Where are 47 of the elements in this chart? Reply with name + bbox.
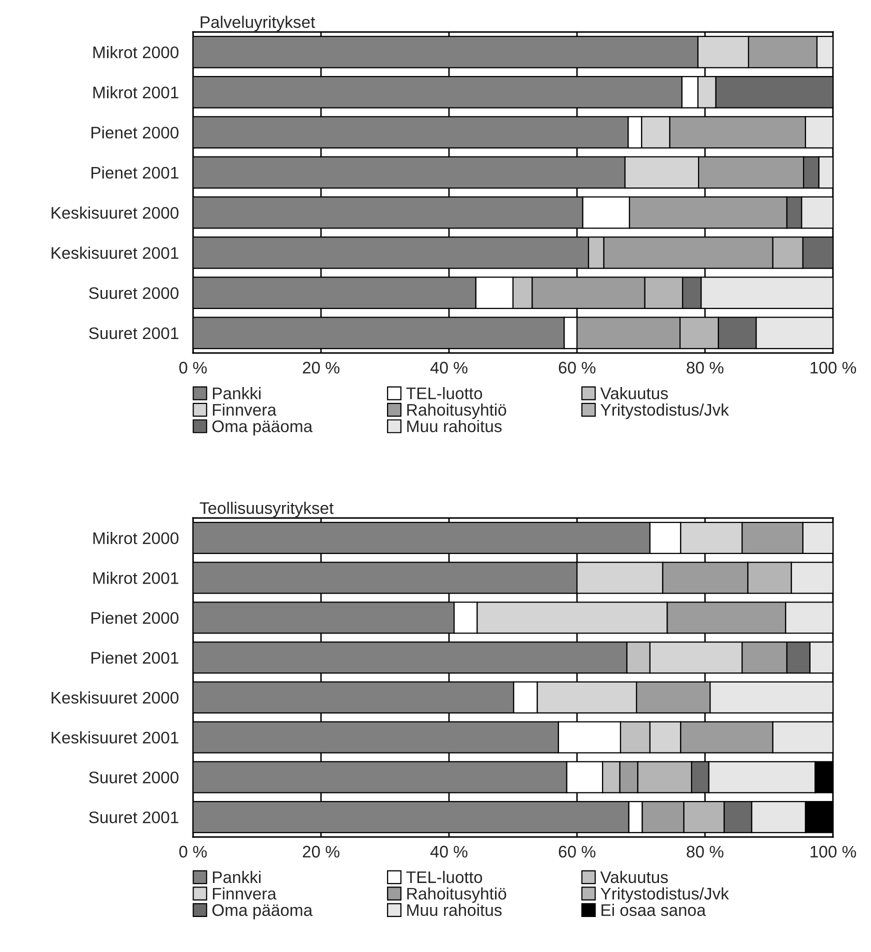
y-tick-label: Keskisuuret 2000 xyxy=(52,206,178,219)
y-tick-label: Pienet 2000 xyxy=(92,612,178,624)
x-tick-label: 0 % xyxy=(179,846,207,858)
y-tick-label: Suuret 2001 xyxy=(89,327,178,340)
x-tick-label: 60 % xyxy=(558,846,596,858)
legend-label: Oma pääoma xyxy=(212,420,313,436)
legend-label: Yritystodistus/Jvk xyxy=(600,404,729,420)
x-tick-label: 80 % xyxy=(686,362,724,374)
y-tick-label: Mikrot 2001 xyxy=(93,86,178,98)
legend-label: TEL-luotto xyxy=(406,387,482,400)
legend-label: Vakuutus xyxy=(600,870,668,884)
y-tick-label: Pienet 2001 xyxy=(92,652,178,664)
legend-label: Rahoitusyhtiö xyxy=(407,887,506,903)
y-tick-label: Mikrot 2000 xyxy=(93,532,178,544)
x-tick-label: 0 % xyxy=(179,362,207,374)
legend-label: Muu rahoitus xyxy=(407,420,502,432)
legend-label: Vakuutus xyxy=(600,387,668,400)
x-tick-label: 40 % xyxy=(430,846,468,858)
y-tick-label: Keskisuuret 2000 xyxy=(52,691,178,704)
x-tick-label: 80 % xyxy=(686,846,724,858)
y-tick-label: Suuret 2001 xyxy=(89,811,178,824)
x-tick-label: 60 % xyxy=(558,362,596,374)
legend-label: Ei osaa sanoa xyxy=(602,904,706,916)
y-tick-label: Pienet 2000 xyxy=(92,126,178,139)
chart-title: Teollisuusyritykset xyxy=(200,502,334,518)
x-tick-label: 20 % xyxy=(302,362,340,374)
legend-label: Rahoitusyhtiö xyxy=(407,404,506,420)
y-tick-label: Mikrot 2000 xyxy=(93,46,178,58)
legend-label: Yritystodistus/Jvk xyxy=(600,887,729,903)
y-tick-label: Keskisuuret 2001 xyxy=(52,246,178,259)
legend-label: Finnvera xyxy=(212,404,276,416)
x-tick-label: 20 % xyxy=(302,846,340,858)
legend-label: Pankki xyxy=(212,870,260,884)
y-tick-label: Suuret 2000 xyxy=(89,287,178,300)
x-tick-label: 100 % xyxy=(810,362,856,374)
legend-label: TEL-luotto xyxy=(406,870,482,884)
y-tick-label: Keskisuuret 2001 xyxy=(52,731,178,744)
legend-label: Pankki xyxy=(212,387,260,400)
legend-label: Muu rahoitus xyxy=(407,904,502,916)
y-tick-label: Pienet 2001 xyxy=(92,166,178,179)
legend-label: Oma pääoma xyxy=(212,904,313,920)
chart-title: Palveluyritykset xyxy=(200,16,316,32)
legend-label: Finnvera xyxy=(212,887,276,900)
x-tick-label: 40 % xyxy=(430,362,468,374)
y-tick-label: Mikrot 2001 xyxy=(93,572,178,584)
x-tick-label: 100 % xyxy=(810,846,856,858)
y-tick-label: Suuret 2000 xyxy=(89,772,178,784)
